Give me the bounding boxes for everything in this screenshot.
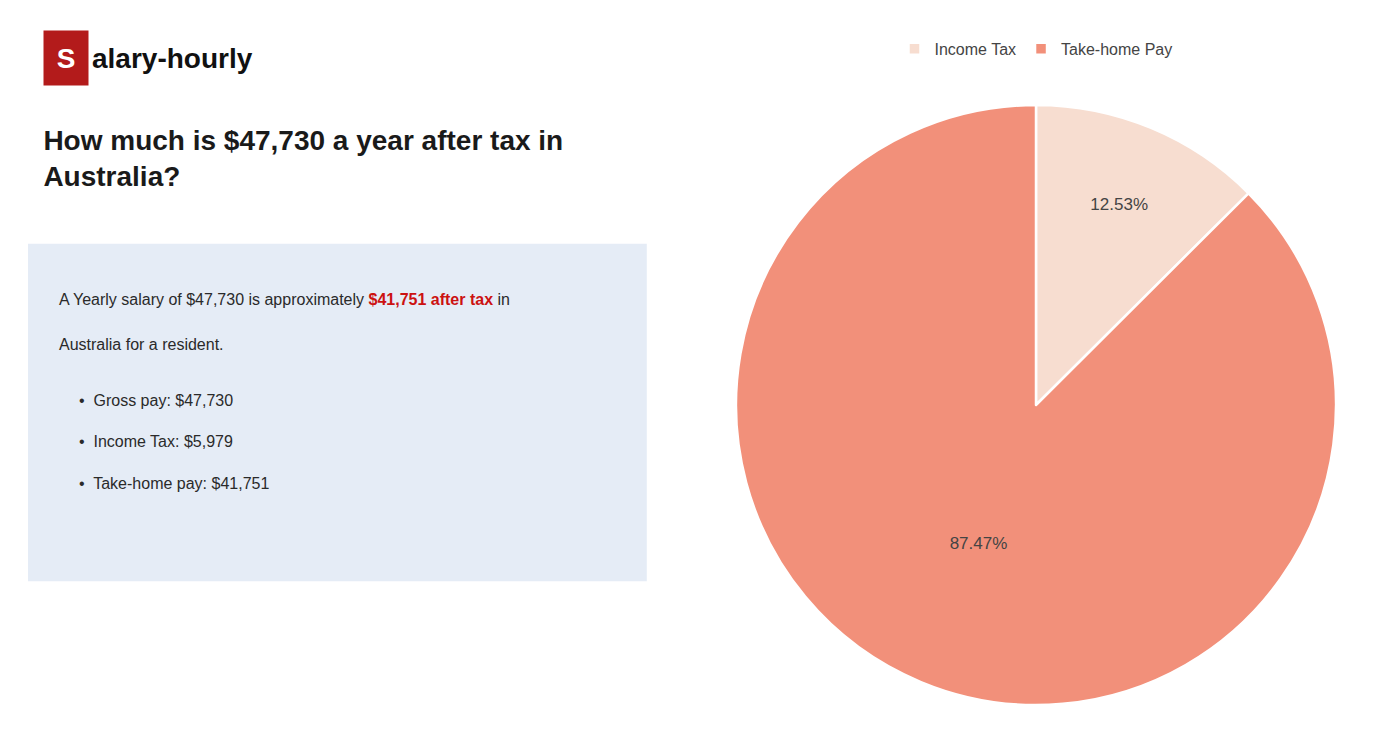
svg-text:A Yearly salary of $47,730 is: A Yearly salary of $47,730 is approximat… xyxy=(59,291,510,308)
svg-text:87.47%: 87.47% xyxy=(950,534,1008,553)
svg-text:How much is $47,730 a year aft: How much is $47,730 a year after tax inA… xyxy=(43,125,563,192)
svg-text:S: S xyxy=(57,43,76,74)
svg-text:• Take-home pay: $41,751: • Take-home pay: $41,751 xyxy=(79,475,269,492)
svg-text:Take-home Pay: Take-home Pay xyxy=(1061,41,1172,58)
svg-text:Income Tax: Income Tax xyxy=(935,41,1017,58)
svg-text:• Income Tax: $5,979: • Income Tax: $5,979 xyxy=(79,433,233,450)
svg-text:alary-hourly: alary-hourly xyxy=(92,43,253,74)
svg-text:Australia for a resident.: Australia for a resident. xyxy=(59,336,224,353)
svg-text:• Gross pay: $47,730: • Gross pay: $47,730 xyxy=(79,392,233,409)
svg-text:12.53%: 12.53% xyxy=(1090,195,1148,214)
